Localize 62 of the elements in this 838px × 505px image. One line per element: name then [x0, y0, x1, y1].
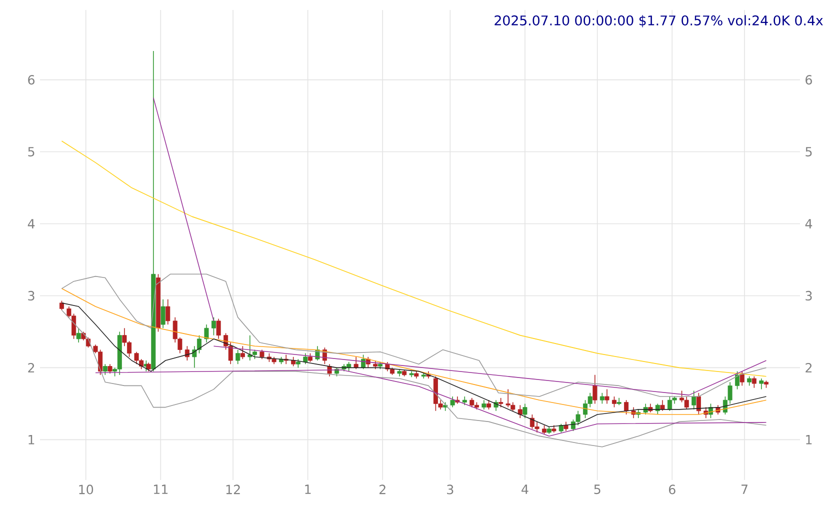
line-series	[61, 310, 767, 448]
y2-tick-label: 4	[805, 219, 812, 228]
candlestick	[260, 349, 264, 360]
candlestick	[759, 378, 764, 390]
candlestick	[303, 352, 308, 365]
x-tick-label: 2	[380, 484, 386, 494]
x-tick-label: 1	[305, 484, 311, 494]
candlestick	[59, 300, 64, 311]
candlestick	[692, 390, 696, 410]
candlestick	[204, 324, 209, 343]
candlestick	[486, 400, 492, 410]
x-tick-label: 5	[594, 484, 600, 494]
line-series	[61, 288, 767, 415]
candlestick	[354, 356, 358, 370]
y-tick-label: 6	[28, 75, 34, 85]
x-tick-label: 4	[522, 484, 528, 494]
y2-tick-label: 6	[806, 75, 812, 85]
y2-tick-label: 1	[806, 435, 812, 444]
y-tick-label: 5	[28, 147, 34, 156]
candlestick	[450, 396, 455, 408]
candlestick	[211, 316, 216, 336]
candlestick	[740, 370, 744, 386]
candlestick	[592, 374, 598, 404]
candlestick	[498, 398, 504, 408]
candlestick	[361, 354, 366, 370]
x-tick-label: 10	[79, 484, 94, 494]
candlestick	[696, 392, 701, 415]
y2-tick-label: 3	[806, 290, 812, 301]
candlestick	[747, 376, 752, 386]
candlestick	[624, 400, 629, 415]
x-tick-label: 3	[447, 484, 454, 494]
x-tick-label: 12	[226, 484, 240, 494]
candlestick	[166, 298, 170, 325]
x-tick-label: 7	[742, 484, 748, 494]
candlestick	[604, 388, 610, 404]
candlestick	[518, 404, 522, 418]
candlestick	[108, 364, 112, 374]
y-tick-label: 4	[28, 219, 35, 228]
candlestick	[240, 346, 245, 360]
y-tick-label: 3	[28, 290, 34, 301]
candlestick	[76, 328, 81, 343]
candlestick	[291, 356, 296, 367]
x-tick-label: 11	[154, 484, 168, 494]
y2-tick-label: 2	[806, 362, 812, 372]
candlestick	[522, 403, 528, 418]
y-tick-label: 2	[28, 362, 34, 372]
candlestick	[735, 370, 740, 390]
candlestick	[482, 400, 486, 410]
y2-tick-label: 5	[806, 147, 812, 156]
candlestick	[752, 376, 756, 388]
candlestick	[612, 396, 616, 408]
chart-title: 2025.07.10 00:00:00 $1.77 0.57% vol:24.0K 0.4x	[494, 15, 823, 28]
candlestick	[236, 349, 240, 365]
x-tick-label: 6	[668, 484, 676, 494]
candlestick	[160, 298, 166, 329]
y-tick-label: 1	[28, 435, 34, 444]
candlestick	[216, 318, 221, 340]
candlestick	[660, 400, 665, 412]
line-series	[61, 140, 767, 377]
candlestick	[600, 392, 604, 404]
candlestick	[564, 421, 568, 432]
candlestick	[102, 364, 108, 376]
